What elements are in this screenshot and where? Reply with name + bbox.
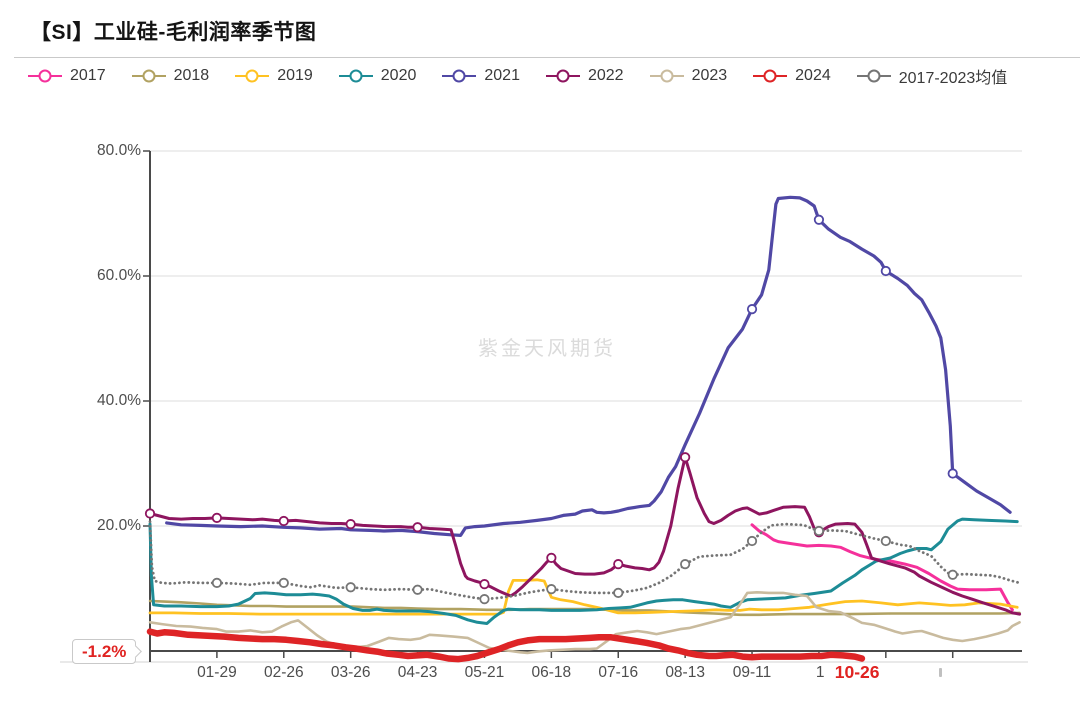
- series-marker-2022-112: [412, 522, 423, 533]
- legend-marker-icon: [753, 69, 788, 83]
- legend-marker-icon: [131, 69, 166, 83]
- series-marker-2017-2023均值-84: [345, 582, 356, 593]
- legend-item-2020[interactable]: 2020: [338, 67, 417, 85]
- legend-label: 2023: [691, 67, 728, 84]
- x-axis-highlight-label: 10-26: [834, 662, 880, 682]
- x-axis-label-04-23: 04-23: [397, 664, 438, 681]
- legend-item-2022[interactable]: 2022: [545, 67, 624, 85]
- legend: 2017 2018 2019 2020 2021 2022 2023 2024 2017-202…: [28, 64, 1058, 88]
- legend-marker-icon: [28, 69, 62, 83]
- y-axis-label-40: 40.0%: [97, 392, 141, 409]
- x-axis-label-sliver: [939, 668, 942, 677]
- series-marker-2022-168: [546, 552, 557, 563]
- series-marker-2017-2023均值-308: [880, 535, 891, 547]
- series-marker-2022-28: [211, 512, 222, 523]
- series-marker-2017-2023均值-112: [412, 584, 423, 595]
- legend-label: 2021: [484, 67, 520, 84]
- series-line-2017-2023均值: [148, 520, 1021, 601]
- series-marker-2017-2023均值-252: [746, 535, 758, 547]
- series-line-2023: [148, 590, 1021, 655]
- legend-label: 2020: [380, 67, 417, 84]
- series-marker-2021-252: [746, 304, 758, 315]
- series-marker-2022-224: [680, 452, 691, 463]
- series-marker-2017-2023均值-28: [211, 577, 222, 588]
- x-axis-label-08-13: 08-13: [665, 664, 705, 681]
- legend-marker-icon: [649, 69, 684, 83]
- series-line-2024: [146, 628, 866, 663]
- legend-marker-icon: [338, 69, 373, 83]
- legend-marker-icon: [545, 69, 580, 83]
- series-marker-2017-2023均值-224: [680, 559, 691, 570]
- series-marker-2022-0: [144, 508, 156, 519]
- legend-marker-icon: [235, 69, 270, 83]
- legend-item-2023[interactable]: 2023: [649, 67, 728, 85]
- series-marker-2021-336: [947, 468, 958, 479]
- x-axis-label-06-18: 06-18: [531, 664, 572, 681]
- legend-label: 2024: [795, 67, 831, 84]
- x-axis-label-07-16: 07-16: [598, 664, 639, 681]
- x-axis-label-fragment: 1: [815, 664, 825, 681]
- y-axis-label-80: 80.0%: [97, 142, 141, 159]
- last-value-text: -1.2%: [82, 642, 127, 661]
- legend-marker-icon: [442, 69, 477, 83]
- series-marker-2022-56: [278, 515, 289, 527]
- legend-label: 2017-2023均值: [898, 70, 1008, 87]
- series-marker-2017-2023均值-168: [546, 584, 557, 595]
- series-line-2022: [148, 455, 1022, 616]
- x-axis-label-01-29: 01-29: [197, 664, 237, 681]
- legend-item-2021[interactable]: 2021: [442, 67, 520, 85]
- legend-label: 2022: [587, 67, 624, 84]
- legend-label: 2019: [277, 67, 313, 84]
- legend-item-2017-2023均值[interactable]: 2017-2023均值: [856, 64, 1008, 88]
- y-axis-label-20: 20.0%: [97, 517, 141, 534]
- y-axis-label-60: 60.0%: [97, 267, 141, 284]
- series-marker-2021-308: [880, 265, 891, 277]
- watermark: 紫金天风期货: [478, 338, 616, 360]
- x-axis-label-09-11: 09-11: [732, 664, 772, 681]
- x-axis-label-03-26: 03-26: [330, 664, 371, 681]
- series-marker-2017-2023均值-336: [947, 569, 958, 580]
- legend-marker-icon: [856, 69, 891, 83]
- title-divider: [14, 57, 1080, 58]
- series-marker-2017-2023均值-280: [813, 525, 825, 537]
- series-marker-2017-2023均值-140: [479, 594, 490, 605]
- series-marker-2021-280: [813, 214, 825, 225]
- legend-item-2017[interactable]: 2017: [28, 67, 106, 85]
- series-marker-2022-84: [345, 519, 356, 530]
- series-marker-2022-196: [613, 559, 624, 570]
- legend-label: 2018: [173, 67, 210, 84]
- page-title: 【SI】工业硅-毛利润率季节图: [30, 21, 317, 44]
- series-line-2021: [165, 195, 1012, 538]
- last-value-badge: -1.2%: [72, 639, 143, 664]
- x-axis-label-05-21: 05-21: [464, 664, 505, 681]
- x-axis-label-02-26: 02-26: [263, 664, 304, 681]
- legend-item-2024[interactable]: 2024: [753, 67, 831, 85]
- legend-item-2019[interactable]: 2019: [235, 67, 313, 85]
- series-marker-2022-140: [479, 579, 490, 590]
- series-marker-2017-2023均值-56: [278, 577, 289, 588]
- legend-label: 2017: [70, 67, 106, 84]
- series-marker-2017-2023均值-196: [613, 587, 624, 598]
- legend-item-2018[interactable]: 2018: [131, 67, 210, 85]
- series-line-2019: [148, 578, 1019, 616]
